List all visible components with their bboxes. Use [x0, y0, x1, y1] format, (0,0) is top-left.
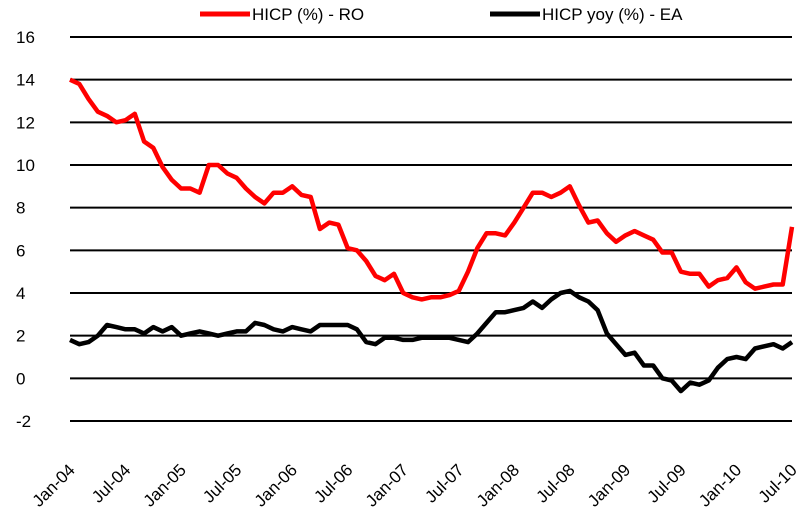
y-tick-label: 4: [16, 284, 25, 303]
y-tick-label: 12: [16, 113, 35, 132]
y-tick-label: 0: [16, 369, 25, 388]
x-tick-label: Jan-10: [695, 460, 745, 509]
x-tick-label: Jul-06: [310, 460, 356, 506]
x-tick-label: Jul-10: [755, 460, 801, 506]
series-line: [69, 288, 794, 394]
x-tick-label: Jan-06: [251, 460, 301, 509]
x-tick-label: Jul-04: [88, 460, 134, 506]
y-tick-label: 6: [16, 241, 25, 260]
x-tick-label: Jan-04: [29, 460, 79, 509]
legend-label: HICP yoy (%) - EA: [542, 5, 683, 24]
y-tick-label: -2: [16, 412, 31, 431]
x-tick-label: Jul-07: [421, 460, 467, 506]
y-tick-label: 14: [16, 71, 35, 90]
y-tick-label: 16: [16, 28, 35, 47]
series-line: [69, 77, 795, 302]
y-tick-label: 8: [16, 199, 25, 218]
y-tick-label: 10: [16, 156, 35, 175]
x-tick-label: Jul-05: [199, 460, 245, 506]
y-tick-label: 2: [16, 327, 25, 346]
x-tick-label: Jan-05: [140, 460, 190, 509]
legend-label: HICP (%) - RO: [252, 5, 364, 24]
x-tick-label: Jan-07: [362, 460, 412, 509]
x-tick-label: Jul-09: [644, 460, 690, 506]
x-tick-label: Jan-09: [584, 460, 634, 509]
x-tick-label: Jul-08: [532, 460, 578, 506]
x-tick-label: Jan-08: [473, 460, 523, 509]
